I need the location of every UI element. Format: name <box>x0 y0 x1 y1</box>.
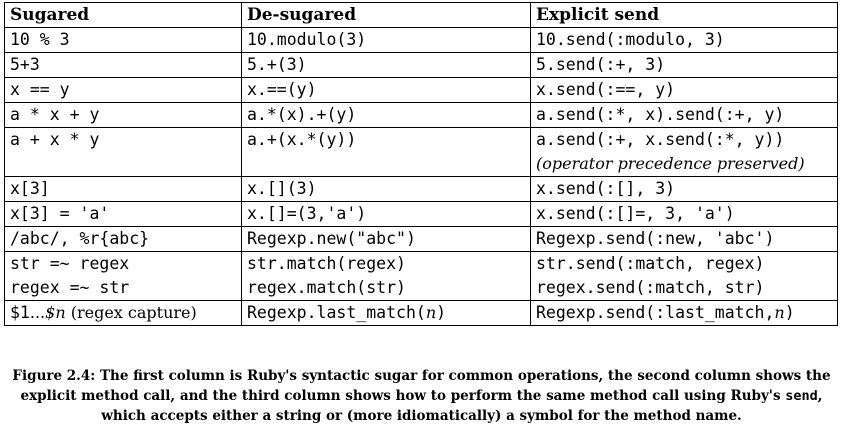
figure-caption: Figure 2.4: The first column is Ruby's s… <box>4 366 839 426</box>
table-row: a + x * y a.+(x.*(y)) a.send(:+, x.send(… <box>4 127 838 177</box>
table-row: a * x + y a.*(x).+(y) a.send(:*, x).send… <box>4 102 838 128</box>
send-cell: str.send(:match, regex) regex.send(:match… <box>530 251 838 301</box>
header-explicit-prefix: Explicit <box>536 5 615 25</box>
last-match-prefix: Regexp.last_match( <box>247 303 426 322</box>
desugared-cell: x.[](3) <box>241 176 531 202</box>
send-code: a.send(:+, x.send(:*, y)) <box>536 130 785 149</box>
desugared-cell-capture: Regexp.last_match(n) <box>241 300 531 326</box>
table-row: str =~ regex regex =~ str str.match(regex… <box>4 251 838 301</box>
send-cell: x.send(:[]=, 3, 'a') <box>530 201 838 227</box>
table-row: x[3] x.[](3) x.send(:[], 3) <box>4 176 838 202</box>
caption-text-2: , which accepts either a string or (more… <box>101 388 823 424</box>
sugared-cell-capture: $1...$n (regex capture) <box>4 300 242 326</box>
header-desugared: De-sugared <box>241 2 531 28</box>
table-row: x == y x.==(y) x.send(:==, y) <box>4 77 838 103</box>
sugared-cell: 10 % 3 <box>4 27 242 53</box>
send-cell: 10.send(:modulo, 3) <box>530 27 838 53</box>
send-cell: x.send(:[], 3) <box>530 176 838 202</box>
sugared-match-2: regex =~ str <box>10 278 130 297</box>
sugared-cell: str =~ regex regex =~ str <box>4 251 242 301</box>
table-row: 10 % 3 10.modulo(3) 10.send(:modulo, 3) <box>4 27 838 53</box>
table-row: x[3] = 'a' x.[]=(3,'a') x.send(:[]=, 3, … <box>4 201 838 227</box>
send-match-1: str.send(:match, regex) <box>536 254 765 273</box>
sugared-cell: 5+3 <box>4 52 242 78</box>
send-cell: x.send(:==, y) <box>530 77 838 103</box>
caption-text-1: The first column is Ruby's syntactic sug… <box>20 368 831 404</box>
table-header-row: Sugared De-sugared Explicit send <box>4 2 838 28</box>
header-sugared: Sugared <box>4 2 242 28</box>
send-cell: Regexp.send(:new, 'abc') <box>530 226 838 252</box>
desugared-match-1: str.match(regex) <box>247 254 406 273</box>
header-explicit-send: Explicit send <box>530 2 838 28</box>
send-last-match-suffix: ) <box>784 303 795 322</box>
desugared-cell: a.+(x.*(y)) <box>241 127 531 177</box>
capture-prefix: $1 <box>10 303 30 322</box>
caption-code: send <box>785 388 818 404</box>
send-cell: a.send(:*, x).send(:+, y) <box>530 102 838 128</box>
sugared-cell: /abc/, %r{abc} <box>4 226 242 252</box>
table-row: 5+3 5.+(3) 5.send(:+, 3) <box>4 52 838 78</box>
desugared-cell: a.*(x).+(y) <box>241 102 531 128</box>
syntax-sugar-table: Sugared De-sugared Explicit send 10 % 3 … <box>4 2 838 326</box>
desugared-cell: 10.modulo(3) <box>241 27 531 53</box>
capture-n: $n <box>45 303 66 322</box>
send-cell-capture: Regexp.send(:last_match,n) <box>530 300 838 326</box>
desugared-cell: str.match(regex) regex.match(str) <box>241 251 531 301</box>
sugared-cell: x == y <box>4 77 242 103</box>
desugared-cell: Regexp.new("abc") <box>241 226 531 252</box>
sugared-cell: a + x * y <box>4 127 242 177</box>
send-last-match-arg: n <box>774 303 785 322</box>
sugared-cell: x[3] <box>4 176 242 202</box>
send-match-2: regex.send(:match, str) <box>536 278 765 297</box>
send-last-match-prefix: Regexp.send(:last_match, <box>536 303 775 322</box>
sugared-match-1: str =~ regex <box>10 254 130 273</box>
table-row: $1...$n (regex capture) Regexp.last_matc… <box>4 300 838 326</box>
last-match-arg: n <box>425 303 437 322</box>
desugared-cell: x.[]=(3,'a') <box>241 201 531 227</box>
precedence-note: (operator precedence preserved) <box>536 154 805 173</box>
desugared-cell: x.==(y) <box>241 77 531 103</box>
table-row: /abc/, %r{abc} Regexp.new("abc") Regexp.… <box>4 226 838 252</box>
sugared-cell: a * x + y <box>4 102 242 128</box>
desugared-cell: 5.+(3) <box>241 52 531 78</box>
capture-suffix: (regex capture) <box>65 303 197 322</box>
capture-dots: ... <box>29 303 46 322</box>
send-cell: 5.send(:+, 3) <box>530 52 838 78</box>
sugared-cell: x[3] = 'a' <box>4 201 242 227</box>
desugared-match-2: regex.match(str) <box>247 278 406 297</box>
send-cell-with-note: a.send(:+, x.send(:*, y)) (operator prece… <box>530 127 838 177</box>
header-explicit-code: send <box>614 5 660 25</box>
last-match-suffix: ) <box>436 303 447 322</box>
caption-label: Figure 2.4: <box>12 368 96 384</box>
